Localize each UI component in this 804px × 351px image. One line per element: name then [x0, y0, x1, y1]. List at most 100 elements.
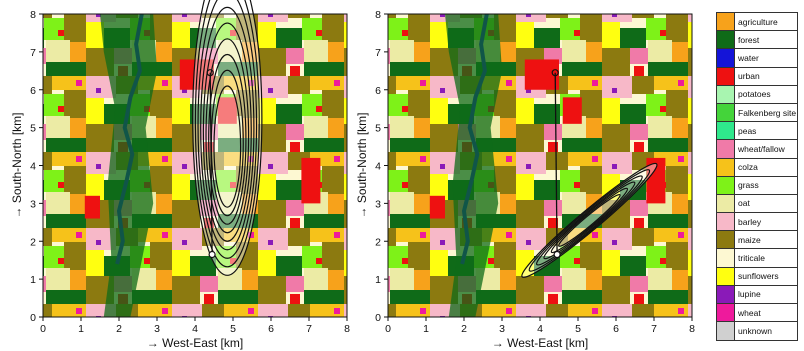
y-tick-label: 3	[30, 198, 36, 210]
y-tick-label: 3	[375, 198, 381, 210]
footprint-contour	[197, 0, 258, 259]
legend-label: potatoes	[738, 89, 771, 100]
footprint-contour	[213, 85, 242, 208]
y-tick-label: 2	[375, 236, 381, 248]
legend-swatch	[717, 285, 735, 303]
urban-area	[217, 97, 237, 124]
x-tick-label: 2	[461, 323, 467, 335]
legend-label: lupine	[738, 289, 761, 300]
urban-area	[524, 59, 559, 90]
y-tick-label: 4	[375, 161, 381, 173]
footprint-contour	[521, 162, 658, 278]
x-tick-label: 6	[613, 323, 619, 335]
footprint-contour	[535, 175, 643, 266]
y-tick-label: 0	[375, 312, 381, 324]
legend-swatch	[717, 67, 735, 85]
urban-area	[301, 157, 321, 204]
legend-swatch	[717, 122, 735, 140]
tower-marker	[208, 250, 216, 259]
footprint-contour	[528, 169, 651, 272]
map-panels: 0 1 2 3 4 5 6 7 8 0 1 2 3 4 5 6 7 8 → West-East [km] → Sout…	[10, 0, 695, 350]
x-tick-label: 4	[537, 323, 543, 335]
x-axis-label: → West-East [km]	[147, 336, 243, 350]
path-end-marker	[551, 69, 559, 77]
path-end-marker	[206, 69, 214, 77]
legend-item: water	[717, 49, 797, 68]
urban-area	[646, 157, 666, 204]
y-tick-label: 7	[30, 47, 36, 59]
x-tick-label: 8	[689, 323, 695, 335]
legend-label: water	[738, 52, 759, 63]
legend-label: barley	[738, 216, 762, 227]
footprint-contour	[200, 6, 255, 251]
legend-item: peas	[717, 122, 797, 141]
y-tick-label: 2	[30, 236, 36, 248]
y-tick-label: 6	[30, 85, 36, 97]
legend-item: oat	[717, 194, 797, 214]
x-tick-label: 7	[651, 323, 657, 335]
urban-area	[429, 195, 445, 219]
legend-label: triticale	[738, 253, 765, 264]
legend-item: wheat/fallow	[717, 140, 797, 159]
footprint-contours	[192, 0, 263, 276]
legend-item: agriculture	[717, 13, 797, 32]
legend-label: colza	[738, 162, 758, 173]
urban-area	[562, 97, 582, 124]
legend-label: oat	[738, 198, 750, 209]
y-tick-label: 4	[30, 161, 36, 173]
legend-swatch	[717, 213, 735, 231]
tower-marker	[553, 250, 561, 259]
footprint-contour	[194, 0, 260, 268]
x-tick-label: 0	[40, 323, 46, 335]
x-axis-label: → West-East [km]	[492, 336, 588, 350]
legend-label: unknown	[738, 326, 773, 337]
y-tick-label: 8	[375, 9, 381, 21]
legend-item: forest	[717, 31, 797, 50]
y-tick-label: 8	[30, 9, 36, 21]
x-tick-label: 5	[575, 323, 581, 335]
legend-label: agriculture	[738, 16, 778, 27]
legend-swatch	[717, 322, 735, 341]
legend-item: maize	[717, 231, 797, 250]
legend-swatch	[717, 267, 735, 285]
legend-swatch	[717, 140, 735, 158]
legend-swatch	[717, 85, 735, 103]
x-tick-label: 6	[268, 323, 274, 335]
legend-item: colza	[717, 158, 797, 177]
legend-swatch	[717, 176, 735, 194]
y-axis-label: → South-North [km]	[355, 112, 369, 218]
legend-label: Falkenberg site	[738, 107, 797, 118]
legend-swatch	[717, 31, 735, 49]
forest-area	[445, 14, 502, 317]
footprint-contour	[558, 193, 621, 247]
legend-label: wheat/fallow	[738, 143, 785, 154]
legend-item: sunflowers	[717, 267, 797, 286]
wind-path	[209, 72, 213, 255]
legend-label: grass	[738, 180, 759, 191]
footprint-contour	[550, 187, 629, 254]
legend-item: barley	[717, 213, 797, 232]
legend-label: urban	[738, 71, 760, 82]
y-tick-label: 0	[30, 312, 36, 324]
y-tick-label: 1	[375, 274, 381, 286]
y-tick-label: 5	[375, 123, 381, 135]
y-tick-label: 5	[30, 123, 36, 135]
x-tick-label: 0	[385, 323, 391, 335]
legend-swatch	[717, 158, 735, 176]
y-tick-label: 7	[375, 47, 381, 59]
legend-swatch	[717, 13, 735, 31]
x-tick-label: 1	[78, 323, 84, 335]
urban-area	[84, 195, 100, 219]
footprint-contours	[521, 162, 658, 278]
legend-item: wheat	[717, 304, 797, 323]
footprint-contour	[208, 53, 247, 225]
legend-label: wheat	[738, 307, 761, 318]
map-panel-left: 0 1 2 3 4 5 6 7 8 0 1 2 3 4 5 6 7 8 → West-East [km] → Sout…	[10, 0, 350, 350]
y-axis-label: → South-North [km]	[10, 112, 24, 218]
x-tick-label: 5	[230, 323, 236, 335]
legend-item: urban	[717, 67, 797, 86]
x-tick-label: 4	[192, 323, 198, 335]
legend-swatch	[717, 194, 735, 213]
legend-item: lupine	[717, 285, 797, 304]
